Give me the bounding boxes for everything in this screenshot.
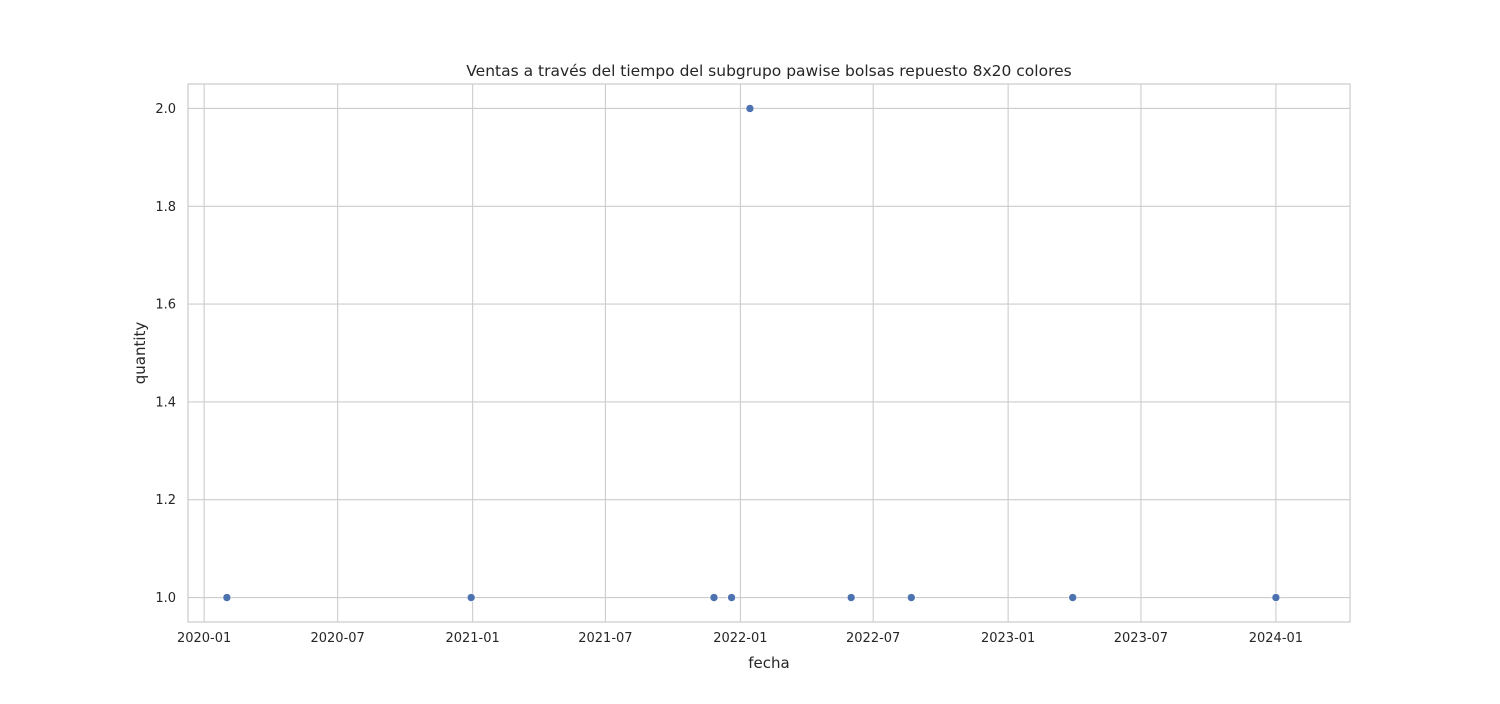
x-axis-label: fecha [748, 654, 789, 672]
data-point [745, 104, 755, 113]
x-tick-label: 2022-07 [846, 631, 900, 646]
x-tick-label: 2021-01 [445, 631, 499, 646]
data-point [222, 593, 232, 602]
y-tick-label: 2.0 [155, 102, 176, 117]
data-point [727, 593, 736, 602]
y-tick-label: 1.8 [155, 200, 176, 215]
data-point [846, 593, 856, 602]
x-tick-label: 2023-07 [1114, 631, 1168, 646]
x-tick-labels: 2020-01 2020-07 2021-01 2021-07 2022-01 2022-… [177, 631, 1303, 646]
y-tick-label: 1.6 [155, 298, 176, 313]
grid-layer [188, 84, 1350, 622]
y-axis-label: quantity [131, 322, 149, 385]
x-tick-label: 2020-07 [310, 631, 364, 646]
data-point [466, 593, 476, 602]
x-tick-label: 2022-01 [713, 631, 767, 646]
data-point [1068, 593, 1078, 602]
data-point [907, 593, 916, 602]
x-tick-label: 2020-01 [177, 631, 231, 646]
chart-title: Ventas a través del tiempo del subgrupo … [466, 62, 1071, 80]
data-point [1271, 593, 1281, 602]
x-tick-label: 2021-07 [578, 631, 632, 646]
data-point [709, 593, 719, 602]
x-tick-label: 2024-01 [1249, 631, 1303, 646]
data-points-layer [222, 104, 1281, 602]
y-tick-label: 1.4 [155, 395, 176, 410]
plot-frame [187, 83, 1351, 623]
x-tick-label: 2023-01 [981, 631, 1035, 646]
y-tick-label: 1.2 [155, 493, 176, 508]
y-tick-label: 1.0 [155, 591, 176, 606]
y-tick-labels: 1.0 1.2 1.4 1.6 1.8 2.0 [155, 102, 176, 606]
